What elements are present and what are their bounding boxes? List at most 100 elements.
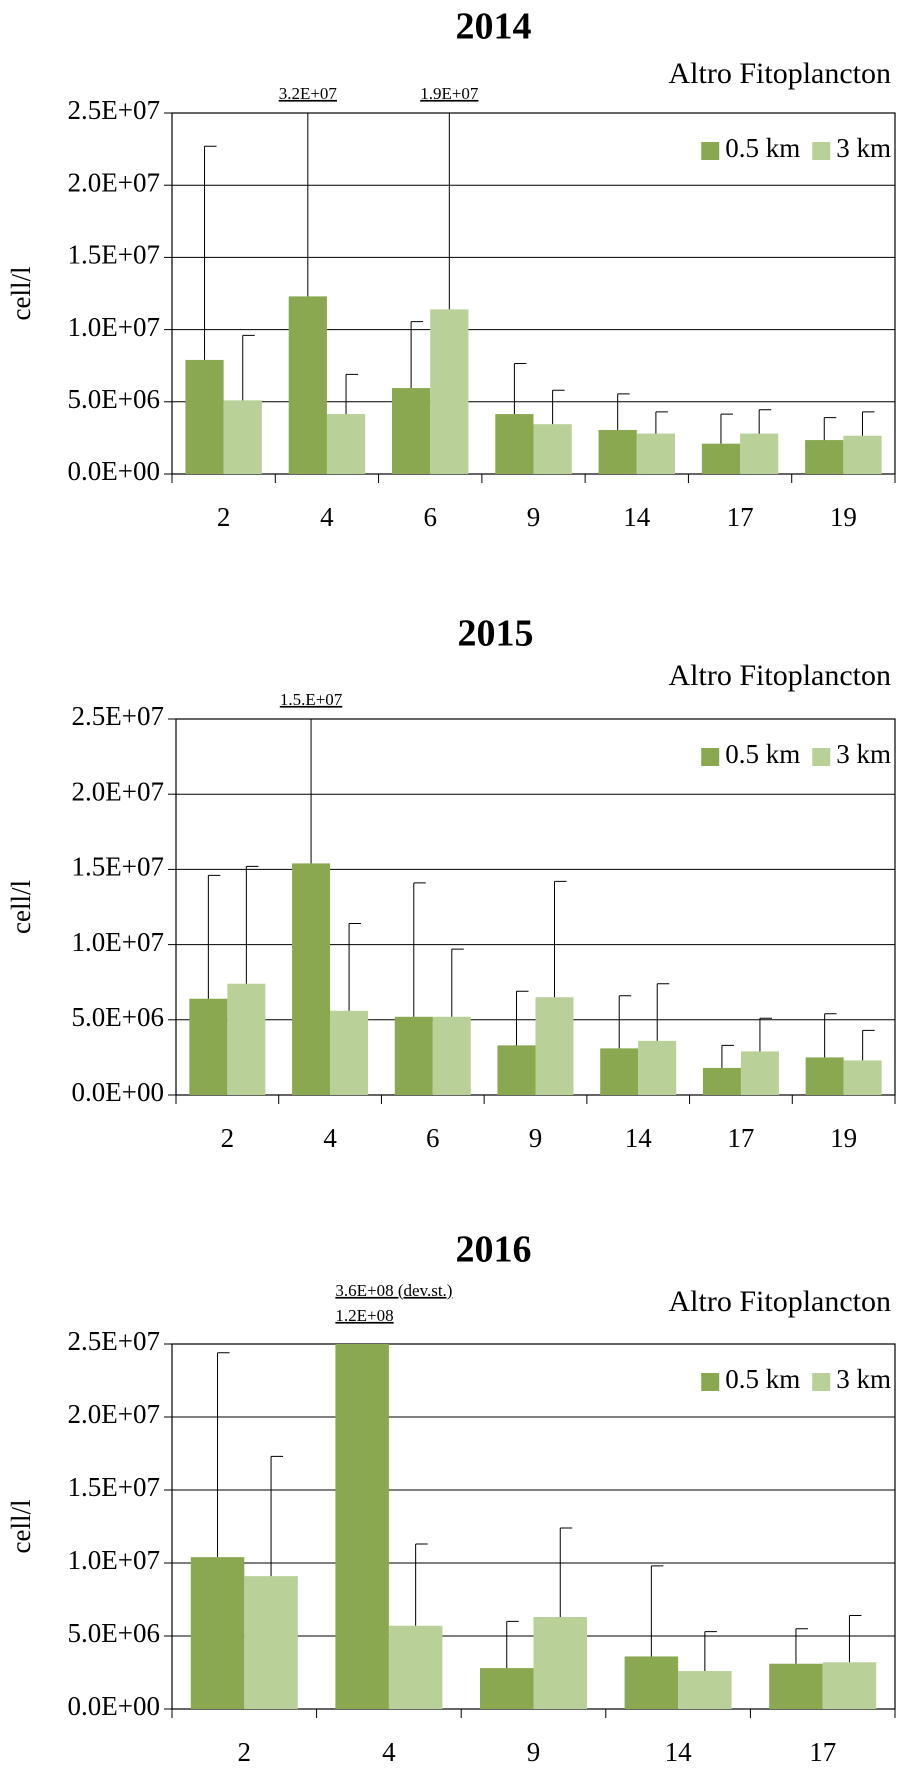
bar [223, 400, 262, 474]
bar [533, 1617, 588, 1709]
y-tick-label: 2.0E+07 [68, 1399, 160, 1429]
error-bar [413, 882, 426, 1017]
error-bar [824, 1013, 837, 1058]
error-annotation: 3.6E+08 (dev.st.) [335, 1281, 452, 1300]
x-tick-label: 17 [727, 1123, 754, 1153]
bar [189, 998, 228, 1095]
legend-label: 3 km [836, 1364, 891, 1394]
bar [678, 1671, 732, 1709]
error-bar [310, 719, 312, 864]
bar [702, 1067, 741, 1095]
chart: 2015 Altro Fitoplancton cell/l 0.0E+00 5.0E+… [6, 613, 896, 1153]
x-tick-label: 4 [382, 1737, 396, 1767]
error-bar [513, 363, 527, 415]
bar [185, 359, 224, 474]
x-tick-label: 14 [625, 1123, 653, 1153]
chart-title: 2014 [456, 6, 532, 48]
y-tick-label: 0.0E+00 [68, 456, 160, 486]
error-bar [410, 321, 424, 389]
bar [288, 296, 327, 474]
y-tick-label: 1.0E+07 [68, 1545, 160, 1575]
x-tick-label: 2 [221, 1123, 235, 1153]
y-tick-label: 2.5E+07 [68, 95, 160, 125]
error-bar [307, 113, 309, 297]
bar [394, 1016, 433, 1095]
error-bar [759, 1017, 772, 1052]
bars [189, 719, 882, 1095]
error-bar [506, 1620, 519, 1669]
legend-label: 3 km [836, 133, 891, 163]
x-tick-label: 17 [727, 502, 754, 532]
y-tick-label: 5.0E+06 [68, 384, 160, 414]
error-bar [270, 1455, 284, 1577]
x-tick-label: 4 [323, 1123, 337, 1153]
error-bar [823, 417, 837, 441]
x-tick-label: 17 [809, 1737, 836, 1767]
error-bar [720, 413, 733, 444]
bar [391, 388, 431, 474]
legend-swatch [812, 142, 831, 160]
error-bar [554, 880, 567, 998]
legend-label: 0.5 km [725, 1364, 800, 1394]
legend-label: 3 km [836, 739, 891, 769]
chart-subtitle: Altro Fitoplancton [669, 659, 891, 692]
error-bar [862, 1029, 875, 1061]
x-tick-label: 9 [529, 1123, 543, 1153]
error-annotation: 3.2E+07 [279, 84, 338, 103]
x-tick-label: 2 [217, 502, 231, 532]
bar [533, 424, 572, 474]
bar [843, 1060, 882, 1095]
bar [701, 443, 741, 474]
chart: 2016 Altro Fitoplancton cell/l 0.0E+00 5.0E+… [6, 1229, 896, 1767]
error-bar [552, 389, 565, 425]
error-bar [795, 1628, 808, 1664]
bar [740, 433, 779, 474]
legend-swatch [701, 748, 720, 766]
legend-swatch [701, 142, 720, 160]
x-tick-label: 6 [423, 502, 437, 532]
error-bar [721, 1044, 734, 1068]
bar [843, 435, 882, 474]
error-bar [617, 393, 630, 430]
y-tick-label: 2.0E+07 [68, 167, 160, 197]
bar [636, 433, 676, 474]
value-annotation: 1.2E+08 [335, 1306, 393, 1325]
y-tick-label: 1.5E+07 [72, 852, 164, 882]
x-tick-label: 4 [320, 502, 334, 532]
chart-subtitle: Altro Fitoplancton [669, 57, 891, 90]
error-bar [345, 373, 359, 415]
bar [388, 1625, 443, 1709]
bar [244, 1576, 298, 1709]
bar [430, 309, 469, 474]
y-tick-label: 1.0E+07 [72, 927, 164, 957]
error-bar [861, 411, 875, 436]
x-tick-label: 19 [830, 502, 857, 532]
y-tick-label: 5.0E+06 [68, 1618, 160, 1648]
bar [479, 1668, 534, 1709]
x-tick-label: 9 [527, 502, 541, 532]
error-bar [207, 874, 221, 999]
x-tick-label: 6 [426, 1123, 440, 1153]
y-axis-label: cell/l [6, 880, 36, 934]
bar [598, 429, 637, 474]
bar [624, 1656, 679, 1709]
error-bar [848, 1615, 862, 1663]
legend-label: 0.5 km [725, 739, 800, 769]
y-tick-label: 2.5E+07 [68, 1326, 160, 1356]
bar [535, 997, 574, 1095]
chart-title: 2015 [458, 613, 534, 655]
bar [292, 863, 331, 1095]
bar [495, 414, 534, 474]
error-bar [448, 113, 450, 310]
legend-swatch [701, 1373, 720, 1391]
bar [822, 1662, 877, 1709]
y-axis-label: cell/l [6, 267, 36, 321]
bar [769, 1663, 823, 1709]
bar [326, 414, 366, 474]
legend-label: 0.5 km [725, 133, 800, 163]
x-tick-label: 14 [665, 1737, 693, 1767]
chart-subtitle: Altro Fitoplancton [669, 1285, 891, 1318]
bars [190, 1344, 877, 1709]
bar [432, 1016, 471, 1095]
